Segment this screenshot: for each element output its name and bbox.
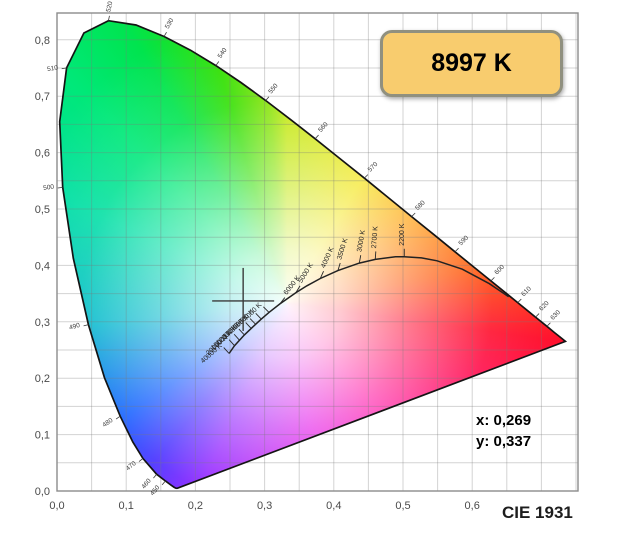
temperature-tick — [374, 251, 377, 260]
temperature-tick — [255, 313, 262, 320]
cct-badge: 8997 K — [380, 30, 563, 97]
wavelength-tick — [153, 473, 157, 479]
y-axis-tick-label: 0,7 — [35, 91, 50, 103]
y-coordinate: y: 0,337 — [476, 433, 532, 450]
plot-border — [56, 12, 579, 492]
wavelength-label: 580 — [414, 199, 427, 212]
wavelength-tick — [163, 31, 167, 37]
wavelength-label: 460 — [140, 477, 153, 490]
spectral-locus-outline — [58, 19, 568, 490]
wavelength-tick — [115, 415, 121, 420]
temperature-label: 3500 K — [336, 237, 349, 261]
temperature-tick — [295, 285, 301, 293]
x-axis-tick-label: 0,0 — [49, 500, 64, 512]
wavelength-tick — [265, 96, 270, 101]
wavelength-tick — [364, 174, 369, 179]
x-axis-tick-label: 0,5 — [395, 500, 410, 512]
temperature-tick — [245, 322, 252, 329]
wavelength-label: 630 — [549, 309, 562, 322]
temperature-tick — [249, 318, 256, 325]
y-axis-tick-label: 0,1 — [35, 430, 50, 442]
x-coordinate: x: 0,269 — [476, 412, 532, 429]
wavelength-tick — [411, 212, 416, 217]
x-axis-tick-label: 0,2 — [188, 500, 203, 512]
temperature-tick — [279, 297, 286, 305]
wavelength-tick — [61, 67, 67, 70]
temperature-tick — [319, 270, 324, 279]
planckian-locus — [228, 255, 510, 354]
diagram-title: CIE 1931 — [502, 503, 573, 522]
temperature-tick — [337, 262, 341, 271]
wavelength-tick — [138, 458, 144, 462]
wavelength-tick — [57, 186, 63, 189]
y-axis-tick-label: 0,8 — [35, 35, 50, 47]
wavelength-tick — [517, 298, 522, 303]
temperature-tick — [233, 333, 240, 341]
wavelength-tick — [546, 322, 551, 327]
temperature-label: 2200 K — [399, 223, 406, 246]
wavelength-label: 590 — [458, 234, 471, 247]
y-axis-tick-label: 0,5 — [35, 204, 50, 216]
wavelength-label: 470 — [125, 460, 138, 473]
x-axis-tick-label: 0,1 — [119, 500, 134, 512]
wavelength-label: 530 — [164, 17, 176, 30]
y-axis-tick-label: 0,4 — [35, 260, 50, 272]
wavelength-label: 510 — [47, 64, 59, 73]
coordinate-readout: x: 0,269 y: 0,337 — [476, 410, 531, 452]
y-axis-tick-label: 0,0 — [35, 486, 50, 498]
wavelength-label: 550 — [267, 82, 280, 95]
x-axis-tick-label: 0,3 — [257, 500, 272, 512]
wavelength-label: 450 — [149, 484, 162, 497]
wavelength-label: 500 — [43, 184, 55, 192]
temperature-label: 2700 K — [371, 226, 380, 249]
wavelength-label: 480 — [101, 417, 114, 429]
wavelength-label: 560 — [317, 121, 330, 134]
cct-value: 8997 K — [431, 49, 512, 77]
wavelength-tick — [490, 277, 495, 282]
wavelength-tick — [454, 247, 459, 253]
wavelength-label: 490 — [68, 322, 81, 332]
grid-layer — [57, 13, 578, 491]
temperature-tick — [228, 339, 235, 346]
selected-point-crosshair[interactable] — [212, 267, 275, 331]
wavelength-tick — [215, 61, 220, 66]
wavelength-tick — [108, 15, 110, 21]
wavelength-tick — [314, 134, 319, 140]
y-axis-tick-label: 0,3 — [35, 317, 50, 329]
temperature-tick — [358, 255, 362, 264]
wavelength-tick — [161, 480, 166, 486]
wavelength-label: 520 — [105, 0, 114, 12]
wavelength-tick — [83, 324, 89, 327]
temperature-tick — [238, 328, 245, 336]
y-axis-tick-label: 0,2 — [35, 373, 50, 385]
wavelength-label: 540 — [217, 47, 229, 60]
wavelength-tick — [535, 313, 540, 318]
y-axis-tick-label: 0,6 — [35, 148, 50, 160]
temperature-label: 3000 K — [356, 229, 367, 252]
temperature-tick — [263, 306, 270, 313]
wavelength-label: 620 — [538, 300, 551, 313]
x-axis-tick-label: 0,4 — [326, 500, 341, 512]
temperature-tick — [223, 347, 230, 354]
x-axis-tick-label: 0,6 — [465, 500, 480, 512]
wavelength-label: 610 — [520, 285, 533, 298]
